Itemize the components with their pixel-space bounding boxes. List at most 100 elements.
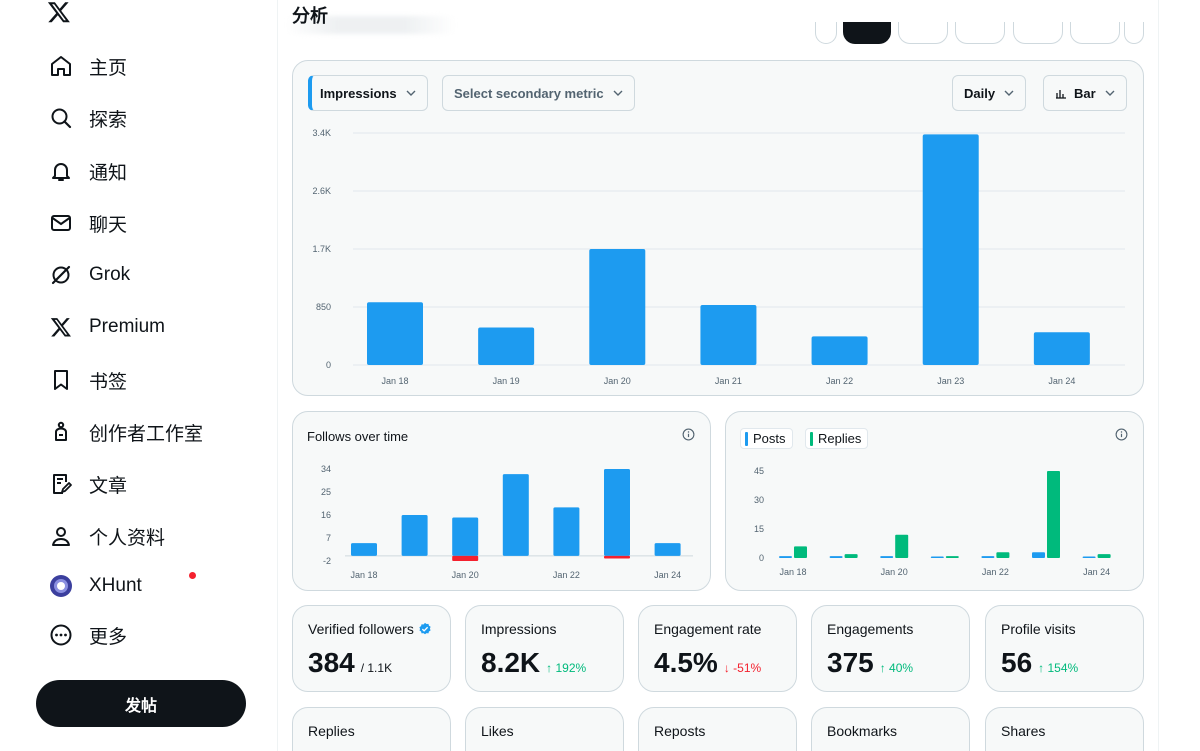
y-tick-label: 34 [321, 464, 331, 474]
home-icon [48, 53, 74, 79]
nav-label: 书签 [89, 371, 128, 393]
y-tick-label: -2 [323, 556, 331, 566]
legend-swatch [810, 431, 813, 446]
nav-profile[interactable]: 个人资料 [38, 512, 175, 560]
nav-home[interactable]: 主页 [38, 42, 137, 90]
nav-xhunt[interactable]: XHunt [38, 562, 196, 610]
x-tick-label: Jan 22 [982, 567, 1009, 577]
range-prev-button[interactable] [815, 22, 837, 44]
x-logo-icon[interactable] [46, 0, 72, 24]
stat-value-row: 56 ↑ 154% [1001, 647, 1078, 679]
stat-value: 375 [827, 647, 874, 678]
stat-impressions[interactable]: Impressions 8.2K ↑ 192% [465, 605, 624, 692]
x-tick-label: Jan 18 [381, 376, 408, 386]
header-subtitle-blurred [286, 16, 456, 34]
stat-label: Engagement rate [654, 621, 762, 637]
interval-dropdown[interactable]: Daily [952, 75, 1027, 111]
nav-explore[interactable]: 探索 [38, 94, 137, 142]
bar-chart-icon [1056, 90, 1066, 99]
stat-label: Engagements [827, 621, 914, 637]
stat-engagements[interactable]: Engagements 375 ↑ 40% [811, 605, 970, 692]
posts-replies-bar-chart: 0 15 30 45 Jan 18 Jan 20 Jan 22 Jan 24 [754, 466, 1111, 577]
nav-chat[interactable]: 聊天 [38, 199, 137, 247]
info-icon[interactable] [682, 428, 695, 441]
bar-replies [1097, 554, 1111, 558]
y-tick-label: 0 [759, 553, 764, 563]
bar [478, 327, 535, 365]
stat-bookmarks[interactable]: Bookmarks [811, 707, 970, 751]
stat-profile-visits[interactable]: Profile visits 56 ↑ 154% [985, 605, 1144, 692]
stat-shares[interactable]: Shares [985, 707, 1144, 751]
x-tick-label: Jan 24 [654, 570, 681, 580]
impressions-bar-chart: 0 850 1.7K 2.6K 3.4K Jan 18 Jan 19 Jan 20 Jan 21… [312, 128, 1125, 386]
x-tick-label: Jan 20 [604, 376, 631, 386]
secondary-metric-dropdown[interactable]: Select secondary metric [442, 75, 635, 111]
primary-metric-dropdown[interactable]: Impressions [308, 75, 428, 111]
stat-value-row: 4.5% ↓ -51% [654, 647, 761, 679]
nav-label: 个人资料 [89, 527, 166, 549]
y-tick-label: 25 [321, 487, 331, 497]
x-tick-label: Jan 20 [452, 570, 479, 580]
bar [922, 134, 979, 365]
stat-verified-followers[interactable]: Verified followers 384 / 1.1K [292, 605, 451, 692]
nav-bookmarks[interactable]: 书签 [38, 356, 137, 404]
legend-replies[interactable]: Replies [805, 428, 869, 449]
y-tick-label: 30 [754, 495, 764, 505]
impressions-chart-card: Impressions Select secondary metric Dail… [292, 60, 1144, 396]
nav-more[interactable]: 更多 [38, 611, 137, 659]
bar-posts [880, 556, 894, 558]
stat-reposts[interactable]: Reposts [638, 707, 797, 751]
x-tick-label: Jan 20 [881, 567, 908, 577]
bar-replies [794, 546, 807, 558]
y-tick-label: 850 [316, 302, 331, 312]
range-option[interactable] [955, 22, 1005, 44]
range-option[interactable] [898, 22, 948, 44]
bar-follows [351, 543, 377, 556]
legend-label: Posts [753, 431, 786, 446]
stat-value: 384 [308, 647, 355, 678]
info-icon[interactable] [1115, 428, 1128, 441]
page-title: 分析 [292, 6, 328, 26]
nav-articles[interactable]: 文章 [38, 460, 137, 508]
grok-icon [48, 262, 74, 288]
range-next-button[interactable] [1124, 22, 1144, 44]
search-icon [48, 105, 74, 131]
secondary-metric-label: Select secondary metric [454, 85, 604, 101]
nav-creator-studio[interactable]: 创作者工作室 [38, 408, 213, 456]
x-tick-label: Jan 23 [937, 376, 964, 386]
range-option[interactable] [1013, 22, 1063, 44]
legend-posts[interactable]: Posts [740, 428, 793, 449]
chevron-down-icon [613, 90, 623, 96]
stat-label: Impressions [481, 621, 557, 637]
primary-metric-label: Impressions [320, 85, 397, 101]
bar-replies [895, 534, 909, 558]
chevron-down-icon [1004, 90, 1014, 96]
x-tick-label: Jan 21 [715, 376, 742, 386]
stat-likes[interactable]: Likes [465, 707, 624, 751]
stat-engagement-rate[interactable]: Engagement rate 4.5% ↓ -51% [638, 605, 797, 692]
bar-follows [553, 507, 580, 556]
range-option[interactable] [1070, 22, 1120, 44]
bar-posts [1032, 552, 1045, 558]
bar-replies [844, 554, 858, 558]
range-option-active[interactable] [843, 22, 891, 44]
chart-type-dropdown[interactable]: Bar [1043, 75, 1127, 111]
y-tick-label: 45 [754, 466, 764, 476]
nav-premium[interactable]: Premium [38, 303, 175, 351]
nav-label: 探索 [89, 109, 128, 131]
stat-label: Bookmarks [827, 723, 898, 739]
bar-replies [1047, 471, 1060, 558]
nav-notifications[interactable]: 通知 [38, 147, 137, 195]
stat-replies[interactable]: Replies [292, 707, 451, 751]
sidebar: 主页 探索 通知 聊天 Grok Premium 书签 [0, 0, 277, 751]
article-icon [48, 471, 74, 497]
x-tick-label: Jan 22 [826, 376, 853, 386]
bar-posts [829, 556, 843, 558]
post-button[interactable]: 发帖 [36, 680, 246, 727]
y-tick-label: 0 [326, 360, 331, 370]
nav-label: 通知 [89, 162, 128, 184]
bar-follows [604, 469, 630, 556]
nav-grok[interactable]: Grok [38, 251, 140, 299]
y-tick-label: 3.4K [312, 128, 331, 138]
stat-value-row: 8.2K ↑ 192% [481, 647, 586, 679]
